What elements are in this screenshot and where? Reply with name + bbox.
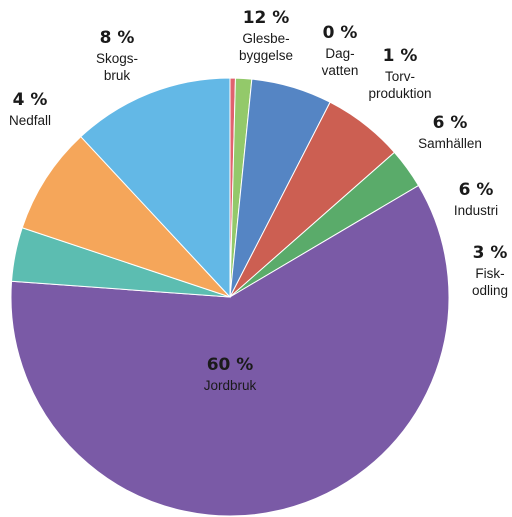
slice-category-label: Jordbruk	[204, 378, 257, 393]
slice-percent-label: 6 %	[459, 180, 494, 200]
slice-percent-label: 8 %	[100, 28, 135, 48]
slice-category-label: Nedfall	[9, 113, 51, 128]
slice-percent-label: 1 %	[383, 46, 418, 66]
pie-slice-7	[21, 135, 231, 298]
slice-percent-label: 4 %	[13, 90, 48, 110]
slice-category-label: Skogs-	[96, 51, 138, 66]
slice-category-label: byggelse	[239, 48, 293, 63]
slice-category-label: produktion	[368, 86, 431, 101]
pie-slice-5	[10, 184, 450, 517]
slice-percent-label: 12 %	[243, 8, 290, 28]
slice-category-label: Torv-	[385, 69, 415, 84]
slice-category-label: Fisk-	[475, 266, 504, 281]
slice-category-label: Industri	[454, 203, 498, 218]
slice-percent-label: 60 %	[207, 355, 254, 375]
slice-category-label: vatten	[322, 63, 359, 78]
slice-category-label: Dag-	[325, 46, 354, 61]
slice-percent-label: 3 %	[473, 243, 508, 263]
slice-category-label: Glesbe-	[242, 31, 289, 46]
pie-slices	[10, 77, 450, 517]
slice-category-label: Samhällen	[418, 136, 482, 151]
slice-category-label: odling	[472, 283, 508, 298]
slice-percent-label: 0 %	[323, 23, 358, 43]
pie-slice-8	[80, 77, 231, 299]
slice-percent-label: 6 %	[433, 113, 468, 133]
slice-category-label: bruk	[104, 68, 131, 83]
